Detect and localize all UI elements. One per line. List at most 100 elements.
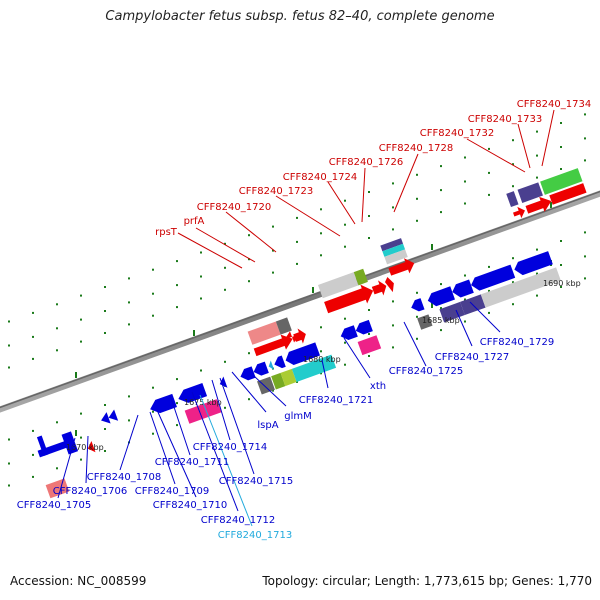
grid-dot: [296, 380, 298, 383]
forward-leader-lines: [177, 109, 555, 269]
grid-dot: [104, 428, 106, 430]
map-title: Campylobacter fetus subsp. fetus 82–40, …: [105, 9, 495, 24]
gene-label-reverse[interactable]: CFF8240_1714: [193, 442, 267, 453]
grid-dot: [464, 156, 466, 159]
grid-dot: [248, 258, 250, 261]
grid-dot: [512, 163, 514, 166]
gene-label-reverse[interactable]: xth: [370, 381, 386, 392]
gene-label-reverse[interactable]: CFF8240_1709: [135, 486, 209, 497]
gene-label-forward[interactable]: CFF8240_1720: [197, 202, 271, 213]
grid-dot: [584, 159, 586, 162]
grid-dot: [584, 137, 586, 140]
grid-dot: [320, 232, 322, 235]
grid-dot: [488, 171, 490, 174]
grid-dot: [464, 320, 466, 323]
grid-dot: [128, 323, 130, 326]
grid-dot: [536, 130, 538, 133]
grid-dot: [152, 268, 154, 271]
grid-dot: [176, 260, 178, 263]
scale-tick-label: 1680 kbp: [303, 355, 341, 364]
grid-dot: [464, 298, 466, 301]
grid-dot: [224, 406, 226, 409]
topology-label: Topology: circular; Length: 1,773,615 bp…: [262, 574, 592, 588]
grid-dot: [104, 286, 106, 288]
major-tick: [431, 302, 433, 308]
grid-dot: [224, 288, 226, 291]
grid-dot: [224, 266, 226, 269]
grid-dot: [344, 317, 346, 320]
gene-label-reverse[interactable]: CFF8240_1706: [53, 486, 127, 497]
major-tick: [193, 330, 195, 336]
grid-dot: [32, 475, 34, 478]
grid-dot: [536, 176, 538, 179]
gene-label-forward[interactable]: CFF8240_1733: [468, 114, 542, 125]
grid-dot: [392, 300, 394, 303]
grid-dot: [440, 329, 442, 332]
grid-dot: [248, 234, 250, 237]
grid-dot: [296, 262, 298, 265]
gene-label-forward[interactable]: CFF8240_1728: [379, 143, 453, 154]
grid-dot: [440, 307, 442, 310]
accession-label: Accession: NC_008599: [10, 574, 147, 588]
gene-label-forward[interactable]: prfA: [184, 216, 205, 227]
grid-dot: [440, 189, 442, 192]
grid-dot: [464, 274, 466, 277]
major-tick: [312, 287, 314, 293]
gene-label-reverse[interactable]: CFF8240_1725: [389, 366, 463, 377]
gene-label-forward[interactable]: CFF8240_1732: [420, 128, 494, 139]
gene-label-reverse[interactable]: CFF8240_1713: [218, 530, 292, 541]
grid-dot: [560, 286, 562, 288]
grid-dot: [8, 484, 10, 487]
highlight-leader-line: [199, 394, 253, 527]
gene-label-reverse[interactable]: CFF8240_1729: [480, 337, 554, 348]
gene-label-reverse[interactable]: lspA: [257, 420, 278, 431]
gene-label-reverse[interactable]: glmM: [284, 411, 312, 422]
gene-label-forward[interactable]: CFF8240_1734: [517, 99, 591, 110]
grid-dot: [248, 352, 250, 355]
grid-dot: [320, 326, 322, 329]
gene-label-reverse[interactable]: CFF8240_1727: [435, 352, 509, 363]
gene-label-reverse[interactable]: CFF8240_1712: [201, 515, 275, 526]
grid-dot: [560, 146, 562, 148]
grid-dot: [128, 419, 130, 422]
grid-dot: [488, 147, 490, 150]
grid-dot: [392, 346, 394, 349]
grid-dot: [104, 310, 106, 312]
gene-label-forward[interactable]: CFF8240_1726: [329, 157, 403, 168]
gene-label-forward[interactable]: rpsT: [155, 227, 178, 238]
gene-label-reverse[interactable]: CFF8240_1715: [219, 476, 293, 487]
grid-dot: [104, 404, 106, 406]
gene-label-reverse[interactable]: CFF8240_1711: [155, 457, 229, 468]
grid-dot: [152, 314, 154, 317]
gene-label-reverse[interactable]: CFF8240_1705: [17, 500, 91, 511]
grid-dot: [152, 432, 154, 435]
gene-label-reverse[interactable]: CFF8240_1721: [299, 395, 373, 406]
grid-dot: [536, 154, 538, 157]
major-tick: [75, 372, 77, 378]
grid-dot: [536, 248, 538, 251]
grid-dot: [128, 277, 130, 280]
grid-dot: [8, 438, 10, 441]
gene-label-forward[interactable]: CFF8240_1723: [239, 186, 313, 197]
grid-dot: [152, 386, 154, 389]
grid-dot: [512, 303, 514, 306]
grid-dot: [560, 240, 562, 242]
grid-dot: [536, 272, 538, 275]
grid-dot: [440, 165, 442, 168]
grid-dot: [488, 311, 490, 314]
reverse-leader-lines: [57, 301, 501, 512]
grid-dot: [176, 402, 178, 405]
genome-backbone: [0, 190, 600, 413]
major-tick: [550, 202, 552, 208]
grid-dot: [416, 197, 418, 200]
grid-dot: [344, 223, 346, 226]
grid-dot: [56, 349, 58, 352]
grid-dot: [200, 275, 202, 278]
grid-dot: [416, 315, 418, 318]
grid-dot: [320, 350, 322, 353]
grid-dot: [416, 219, 418, 222]
gene-label-forward[interactable]: CFF8240_1724: [283, 172, 357, 183]
gene-label-reverse[interactable]: CFF8240_1710: [153, 500, 227, 511]
major-tick: [75, 430, 77, 436]
gene-label-reverse[interactable]: CFF8240_1708: [87, 472, 161, 483]
